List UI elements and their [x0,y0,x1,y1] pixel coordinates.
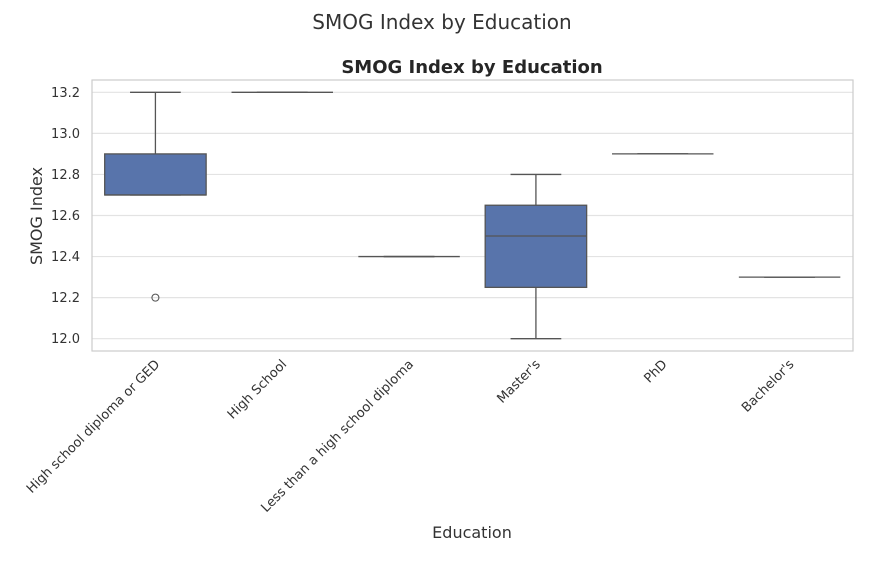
y-tick-label: 12.0 [51,332,80,347]
y-tick-labels: 12.0 12.2 12.4 12.6 12.8 13.0 13.2 [51,86,80,347]
x-tick-label: Master's [494,357,543,406]
box-iqr [484,204,588,289]
plot-area-frame [91,79,854,352]
figure-title: SMOG Index by Education [312,10,572,34]
y-tick-label: 12.8 [51,168,80,183]
boxes [104,91,841,340]
x-tick-labels: High school diploma or GED High SchoolLes… [24,357,798,516]
x-tick-label: Less than a high school diploma [258,357,416,515]
x-axis-title: Education [432,523,512,542]
y-tick-label: 12.2 [51,291,80,306]
y-axis-title: SMOG Index [27,167,46,265]
x-tick-label: High school diploma or GED [24,357,163,496]
box-group [104,91,207,302]
grid-lines [92,91,853,340]
box-iqr [104,153,207,196]
y-tick-label: 12.4 [51,250,80,265]
x-tick-label: High School [225,357,290,422]
y-tick-label: 12.6 [51,209,80,224]
y-tick-label: 13.2 [51,86,80,101]
x-tick-label: PhD [642,357,671,386]
box-group [484,173,588,340]
outlier-point [151,293,160,302]
y-tick-label: 13.0 [51,127,80,142]
x-tick-label: Bachelor's [739,357,798,416]
chart-title: SMOG Index by Education [341,57,602,78]
